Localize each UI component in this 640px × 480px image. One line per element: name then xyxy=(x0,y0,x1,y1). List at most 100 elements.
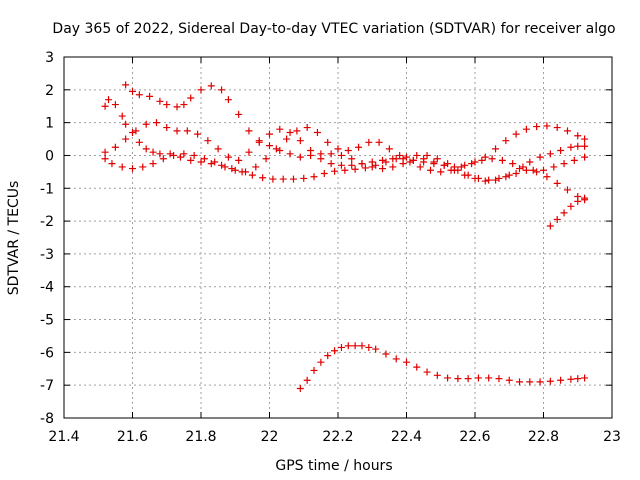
axes xyxy=(63,56,613,419)
data-point xyxy=(224,96,232,104)
data-point xyxy=(581,142,589,150)
data-point xyxy=(516,165,524,173)
data-point xyxy=(375,138,383,146)
data-point xyxy=(331,347,339,355)
data-point xyxy=(122,120,130,128)
data-point xyxy=(255,138,263,146)
data-point xyxy=(129,128,136,136)
data-point xyxy=(235,156,243,164)
data-point xyxy=(344,147,352,155)
data-point xyxy=(574,375,582,383)
data-point xyxy=(464,375,472,383)
data-point xyxy=(197,86,205,94)
data-point xyxy=(522,125,530,133)
data-point xyxy=(505,376,513,384)
data-point xyxy=(570,156,578,164)
data-point xyxy=(454,375,462,383)
data-point xyxy=(533,123,541,131)
data-point xyxy=(320,170,328,178)
data-point xyxy=(440,161,448,169)
data-point xyxy=(135,91,143,99)
data-point xyxy=(252,163,260,171)
data-point xyxy=(396,151,404,159)
data-point xyxy=(163,101,171,109)
data-point xyxy=(560,160,568,168)
y-axis-label: SDTVAR / TECUs xyxy=(6,181,22,296)
data-point xyxy=(286,128,294,136)
data-point xyxy=(382,350,390,358)
data-point xyxy=(365,343,373,351)
data-point xyxy=(313,128,321,136)
data-point xyxy=(296,153,304,161)
data-point xyxy=(533,168,541,176)
data-point xyxy=(502,137,510,145)
data-point xyxy=(101,155,109,163)
data-point xyxy=(536,153,544,161)
data-point xyxy=(156,150,164,158)
x-tick-label: 22 xyxy=(261,429,279,445)
data-point xyxy=(283,135,291,143)
series-track-6 xyxy=(296,342,589,392)
data-point xyxy=(444,160,452,168)
data-point xyxy=(300,174,308,182)
data-point xyxy=(149,160,157,168)
data-point xyxy=(296,137,304,145)
data-point xyxy=(351,342,359,350)
data-point xyxy=(372,161,380,169)
x-tick-label: 21.6 xyxy=(117,429,148,445)
data-point xyxy=(218,86,226,94)
data-point xyxy=(546,222,554,230)
data-point xyxy=(310,173,318,181)
data-point xyxy=(296,384,304,392)
data-point xyxy=(553,179,561,187)
data-point xyxy=(543,173,551,181)
series-track-5 xyxy=(546,194,589,230)
data-point xyxy=(522,166,530,174)
data-point xyxy=(331,167,339,175)
data-point xyxy=(471,158,479,166)
data-point xyxy=(450,163,458,171)
data-point xyxy=(553,124,561,132)
series-track-4 xyxy=(101,119,589,171)
data-point xyxy=(581,135,589,143)
data-point xyxy=(512,130,520,138)
data-point xyxy=(563,186,571,194)
data-point xyxy=(327,160,335,168)
data-point xyxy=(327,150,335,158)
data-point xyxy=(139,163,147,171)
data-point xyxy=(563,127,571,135)
data-point xyxy=(379,165,387,173)
data-point xyxy=(218,161,226,169)
data-point xyxy=(303,124,311,132)
data-point xyxy=(437,168,445,176)
data-point xyxy=(492,145,500,153)
data-point xyxy=(105,96,113,104)
data-point xyxy=(567,143,575,151)
data-point xyxy=(423,368,431,376)
data-point xyxy=(368,158,376,166)
data-point xyxy=(166,150,174,158)
data-point xyxy=(235,110,243,118)
data-point xyxy=(505,171,513,179)
data-point xyxy=(197,158,205,166)
data-series xyxy=(101,81,589,392)
data-point xyxy=(231,166,239,174)
data-point xyxy=(211,158,219,166)
data-point xyxy=(180,101,188,109)
data-point xyxy=(481,153,489,161)
data-point xyxy=(543,122,551,130)
data-point xyxy=(358,342,366,350)
y-tick-label: -1 xyxy=(40,181,54,197)
data-point xyxy=(187,156,195,164)
data-point xyxy=(485,374,493,382)
data-point xyxy=(526,158,534,166)
data-point xyxy=(149,148,157,156)
data-point xyxy=(557,376,565,384)
y-tick-label: 1 xyxy=(45,116,54,132)
x-tick-label: 22.4 xyxy=(391,429,422,445)
data-point xyxy=(337,151,345,159)
data-point xyxy=(129,87,136,95)
data-point xyxy=(101,102,109,110)
